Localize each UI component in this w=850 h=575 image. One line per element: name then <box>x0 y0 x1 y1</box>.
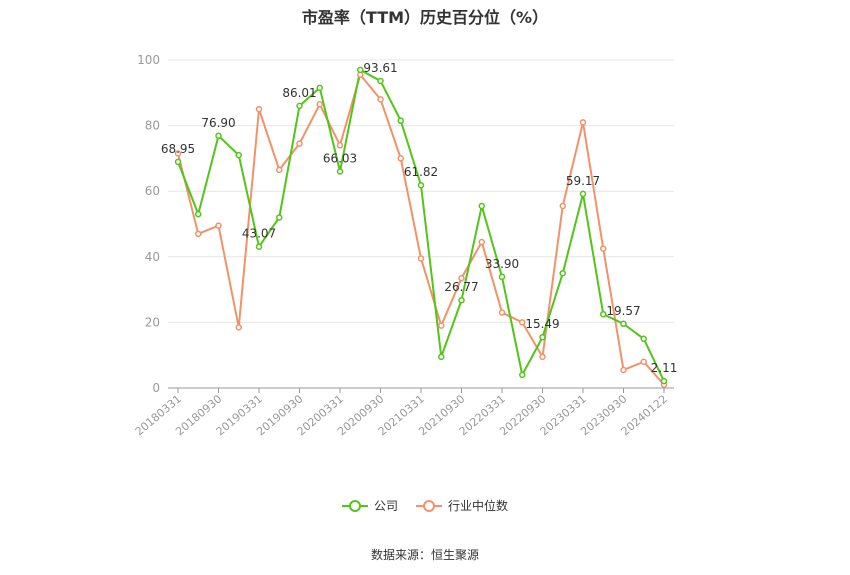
legend-label-company: 公司 <box>373 499 398 513</box>
data-label: 2.11 <box>651 361 678 375</box>
series-point-1[interactable] <box>417 255 425 262</box>
legend-item-company[interactable]: 公司 <box>341 497 398 514</box>
series-point-1[interactable] <box>397 155 404 162</box>
series-point-1[interactable] <box>519 319 526 326</box>
series-point-0[interactable] <box>620 320 627 328</box>
data-label: 43.07 <box>242 227 276 241</box>
legend-swatch-industry <box>416 499 442 513</box>
series-line-0 <box>177 68 665 382</box>
series-point-0[interactable] <box>235 151 242 159</box>
series-point-0[interactable] <box>600 310 607 318</box>
series-point-1[interactable] <box>235 324 242 331</box>
series-point-1[interactable] <box>276 166 283 174</box>
series-point-0[interactable] <box>195 210 202 218</box>
y-tick-label: 80 <box>145 119 160 133</box>
series-point-1[interactable] <box>579 119 587 126</box>
series-point-0[interactable] <box>215 132 222 140</box>
series-point-0[interactable] <box>458 296 465 304</box>
series-point-1[interactable] <box>600 245 607 252</box>
legend-swatch-company <box>341 499 368 513</box>
series-point-0[interactable] <box>255 243 263 250</box>
legend: 公司 行业中位数 <box>0 497 850 514</box>
grid-lines <box>168 59 674 389</box>
x-axis: 2018033120180930201903312019093020200331… <box>133 387 674 438</box>
series-point-0[interactable] <box>377 77 384 85</box>
series-point-1[interactable] <box>478 238 485 246</box>
y-axis: 0 20 40 60 80 100 <box>137 53 160 395</box>
series-point-0[interactable] <box>559 269 566 277</box>
data-label: 26.77 <box>444 280 478 294</box>
series-point-0[interactable] <box>478 202 485 210</box>
series-point-1[interactable] <box>640 358 647 366</box>
series-points <box>174 66 668 388</box>
series-point-0[interactable] <box>498 273 506 281</box>
legend-item-industry[interactable]: 行业中位数 <box>416 497 508 514</box>
series-point-0[interactable] <box>336 168 344 175</box>
series-point-0[interactable] <box>276 214 283 221</box>
series-point-1[interactable] <box>539 353 546 361</box>
series-point-1[interactable] <box>174 150 182 157</box>
y-tick-label: 20 <box>145 315 160 329</box>
series-point-1[interactable] <box>255 105 263 113</box>
data-label: 76.90 <box>201 116 235 130</box>
data-label: 66.03 <box>323 151 357 165</box>
y-tick-label: 40 <box>145 250 160 264</box>
legend-label-industry: 行业中位数 <box>448 499 509 513</box>
series-point-1[interactable] <box>195 230 202 238</box>
series-point-1[interactable] <box>620 366 627 374</box>
data-label: 15.49 <box>525 317 559 331</box>
series-point-0[interactable] <box>660 377 668 385</box>
series-point-1[interactable] <box>316 101 323 108</box>
series-point-0[interactable] <box>417 181 425 189</box>
data-label: 59.17 <box>566 174 600 188</box>
data-label: 61.82 <box>404 165 438 179</box>
series-point-0[interactable] <box>579 190 587 198</box>
data-label: 86.01 <box>282 86 316 100</box>
data-label: 93.61 <box>363 61 397 75</box>
data-source: 数据来源：恒生聚源 <box>370 548 479 562</box>
series-point-1[interactable] <box>559 202 566 210</box>
chart-title: 市盈率（TTM）历史百分位（%） <box>301 8 549 27</box>
series-point-0[interactable] <box>438 353 445 361</box>
data-label: 19.57 <box>606 304 640 318</box>
y-tick-label: 100 <box>137 53 160 67</box>
series-point-1[interactable] <box>215 222 222 229</box>
series-point-0[interactable] <box>539 333 546 341</box>
series-point-0[interactable] <box>296 102 303 110</box>
series-point-0[interactable] <box>519 371 526 379</box>
series-point-1[interactable] <box>438 322 445 329</box>
series-point-1[interactable] <box>336 142 344 149</box>
y-tick-label: 0 <box>152 381 160 395</box>
data-label: 68.95 <box>161 142 195 156</box>
series-point-1[interactable] <box>458 274 465 282</box>
data-label: 33.90 <box>485 257 519 271</box>
y-tick-label: 60 <box>145 184 160 198</box>
series-point-1[interactable] <box>498 309 506 316</box>
series-point-0[interactable] <box>357 66 364 74</box>
series-point-1[interactable] <box>377 96 384 103</box>
series-point-0[interactable] <box>397 117 404 124</box>
series-point-0[interactable] <box>316 84 323 92</box>
series-point-0[interactable] <box>640 335 647 343</box>
series-point-1[interactable] <box>296 140 303 147</box>
data-labels: 68.95 76.90 43.07 86.01 66.03 93.61 61.82 26.77… <box>161 61 678 375</box>
series-point-0[interactable] <box>174 158 182 166</box>
